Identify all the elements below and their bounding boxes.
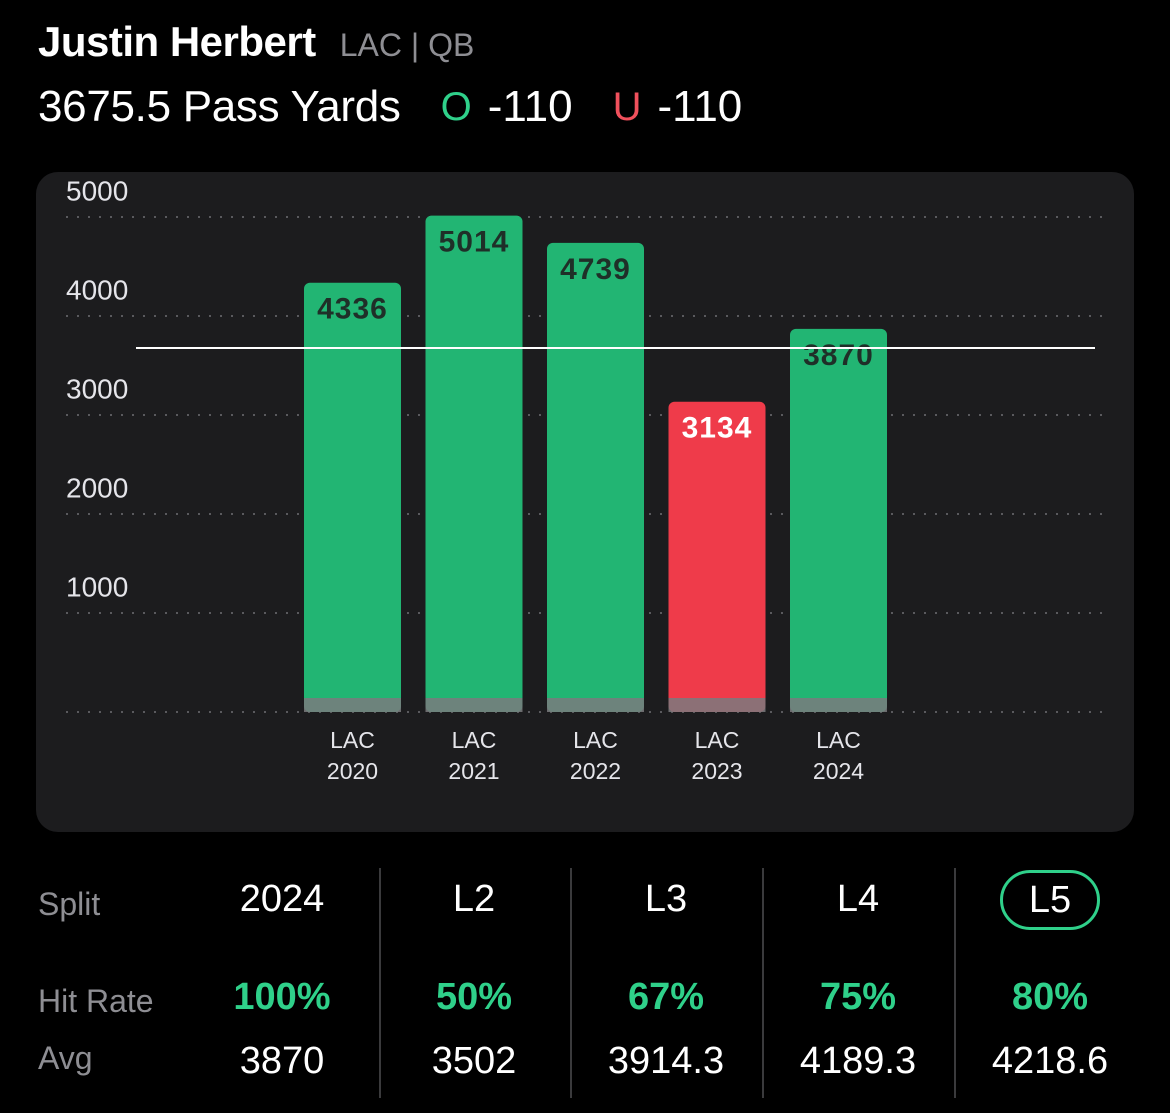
split-column-l5[interactable]: L5 80% 4218.6 <box>960 868 1140 1098</box>
header-title-row: Justin Herbert LAC | QB <box>38 18 474 66</box>
avg-value: 3870 <box>239 1040 325 1082</box>
y-tick-label: 1000 <box>66 571 128 602</box>
bar <box>547 242 644 712</box>
split-label[interactable]: L2 <box>452 878 496 920</box>
column-divider <box>954 868 956 1098</box>
split-label[interactable]: L4 <box>836 878 880 920</box>
x-tick-label: 2022 <box>570 758 621 784</box>
bar <box>304 282 401 712</box>
bar-value-label: 3134 <box>682 412 753 445</box>
over-odds-value: -110 <box>487 82 573 131</box>
splits-table: Split Hit Rate Avg 2024 100% 3870 L2 50% 3502… <box>0 868 1170 1098</box>
x-tick-label: LAC <box>816 727 861 753</box>
column-divider <box>762 868 764 1098</box>
over-odds-button[interactable]: O -110 <box>441 82 573 132</box>
avg-value: 3914.3 <box>607 1040 725 1082</box>
x-tick-label: 2024 <box>813 758 864 784</box>
hit-rate-value: 67% <box>627 976 705 1018</box>
x-tick-label: 2021 <box>448 758 499 784</box>
y-tick-label: 5000 <box>66 175 128 206</box>
bar-chart: 1000 2000 3000 4000 5000 4336 LAC 2020 5014 LAC 20… <box>66 175 1104 784</box>
prop-line: 3675.5 Pass Yards <box>38 82 401 131</box>
avg-value: 4189.3 <box>799 1040 917 1082</box>
split-column-l4[interactable]: L4 75% 4189.3 <box>768 868 948 1098</box>
split-label[interactable]: L5 <box>960 870 1140 930</box>
column-divider <box>379 868 381 1098</box>
hit-rate-value: 50% <box>435 976 513 1018</box>
bar <box>790 328 887 712</box>
under-icon: U <box>612 84 642 129</box>
under-odds-value: -110 <box>657 82 743 131</box>
bar-base <box>668 698 766 712</box>
hit-rate-value: 80% <box>1011 976 1089 1018</box>
bar-value-label: 5014 <box>439 226 510 259</box>
avg-value: 4218.6 <box>991 1040 1109 1082</box>
bar-base <box>547 698 644 712</box>
bar-value-label: 3870 <box>803 339 874 372</box>
x-tick-label: LAC <box>330 727 375 753</box>
hit-rate-value: 75% <box>819 976 897 1018</box>
y-tick-label: 4000 <box>66 274 128 305</box>
column-divider <box>570 868 572 1098</box>
chart-card: 1000 2000 3000 4000 5000 4336 LAC 2020 5014 LAC 20… <box>36 172 1134 832</box>
selected-split-pill[interactable]: L5 <box>999 870 1101 930</box>
avg-row-label: Avg <box>38 1040 93 1076</box>
avg-value: 3502 <box>431 1040 517 1082</box>
x-tick-label: LAC <box>573 727 618 753</box>
split-label[interactable]: 2024 <box>239 878 325 920</box>
x-tick-label: LAC <box>452 727 497 753</box>
hit-rate-value: 100% <box>233 976 331 1018</box>
team-position: LAC | QB <box>339 27 475 63</box>
x-tick-label: 2023 <box>691 758 742 784</box>
split-column-l2[interactable]: L2 50% 3502 <box>384 868 564 1098</box>
y-tick-label: 3000 <box>66 373 128 404</box>
bar-value-label: 4739 <box>560 253 631 286</box>
bar-base <box>790 698 887 712</box>
over-icon: O <box>440 84 472 129</box>
prop-row: 3675.5 Pass Yards O -110 U -110 <box>38 82 742 132</box>
split-column-l3[interactable]: L3 67% 3914.3 <box>576 868 756 1098</box>
split-label[interactable]: L3 <box>644 878 688 920</box>
bar <box>425 215 523 712</box>
player-name: Justin Herbert <box>38 18 316 65</box>
x-tick-label: LAC <box>695 727 740 753</box>
x-tick-label: 2020 <box>327 758 378 784</box>
under-odds-button[interactable]: U -110 <box>613 82 743 132</box>
split-row-label: Split <box>38 886 101 922</box>
hit-rate-row-label: Hit Rate <box>38 983 154 1019</box>
bar <box>668 401 766 712</box>
bar-base <box>425 698 523 712</box>
split-column-2024[interactable]: 2024 100% 3870 <box>192 868 372 1098</box>
bar-base <box>304 698 401 712</box>
y-tick-label: 2000 <box>66 472 128 503</box>
bar-value-label: 4336 <box>317 293 388 326</box>
